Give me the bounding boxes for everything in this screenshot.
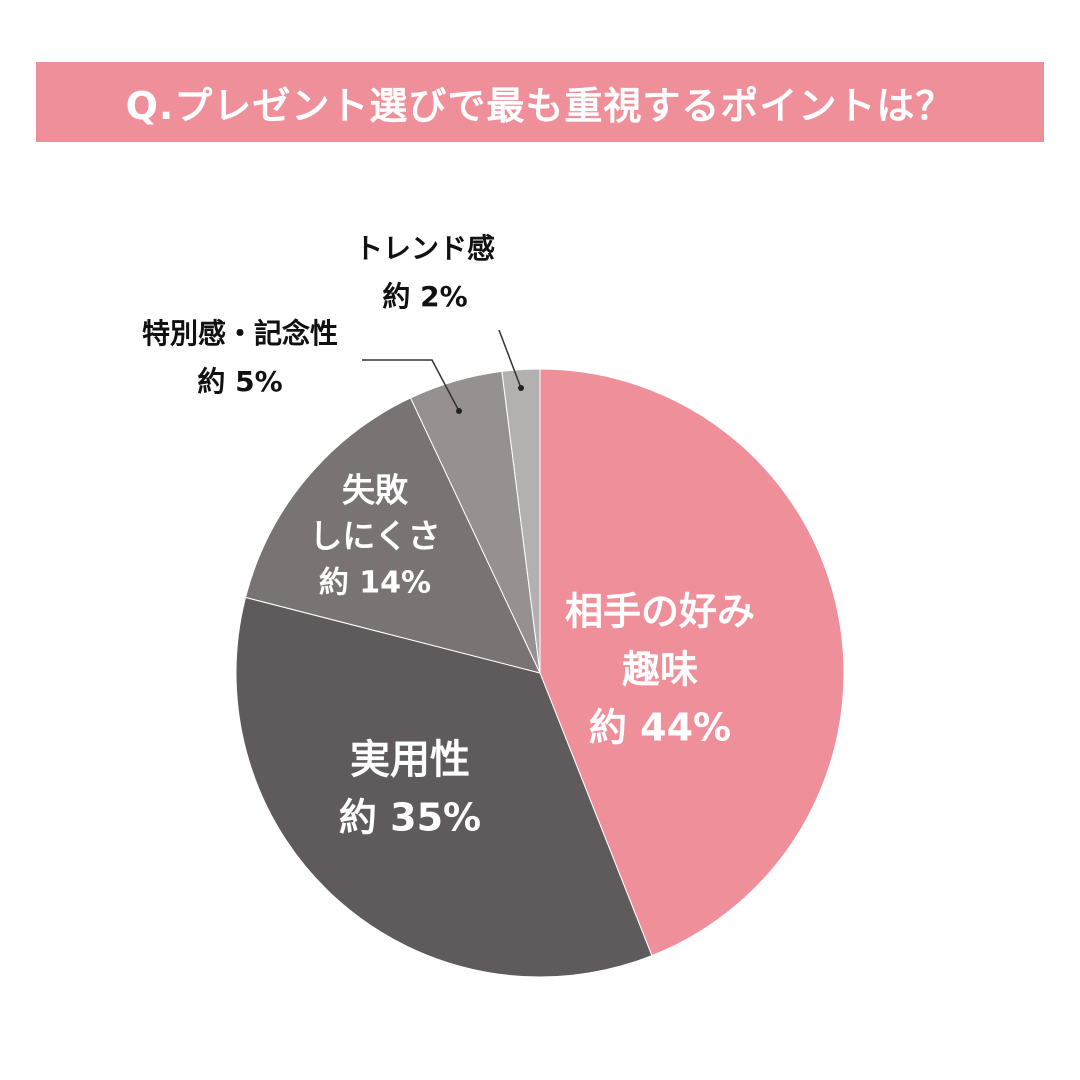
chart-title: Q.プレゼント選びで最も重視するポイントは？ (125, 83, 955, 128)
pie-slice-4 (501, 368, 541, 674)
slice-percent: 約 2% (382, 280, 467, 313)
pie-slice-1 (235, 596, 653, 978)
leader-line-3 (362, 359, 460, 412)
title-banner: Q.プレゼント選びで最も重視するポイントは？ (36, 62, 1044, 142)
slice-label-line: 実用性 (350, 737, 470, 783)
slice-label-line: 趣味 (622, 648, 698, 692)
slice-label-line: 特別感・記念性 (142, 317, 338, 350)
slice-label-line: 相手の好み (565, 590, 755, 634)
slice-percent: 約 14% (319, 566, 431, 601)
slice-label-line: しにくさ (309, 517, 440, 556)
slice-label-line: 失敗 (342, 471, 409, 510)
slice-label-line: トレンド感 (355, 232, 495, 265)
leader-dot-4 (518, 385, 524, 391)
leader-line-4 (498, 329, 522, 389)
slice-percent: 約 44% (589, 706, 731, 750)
pie-slice-2 (244, 397, 541, 674)
pie-slice-0 (539, 368, 845, 957)
slice-percent: 約 5% (197, 365, 282, 398)
slice-percent: 約 35% (339, 796, 481, 840)
leader-dot-3 (456, 408, 462, 414)
